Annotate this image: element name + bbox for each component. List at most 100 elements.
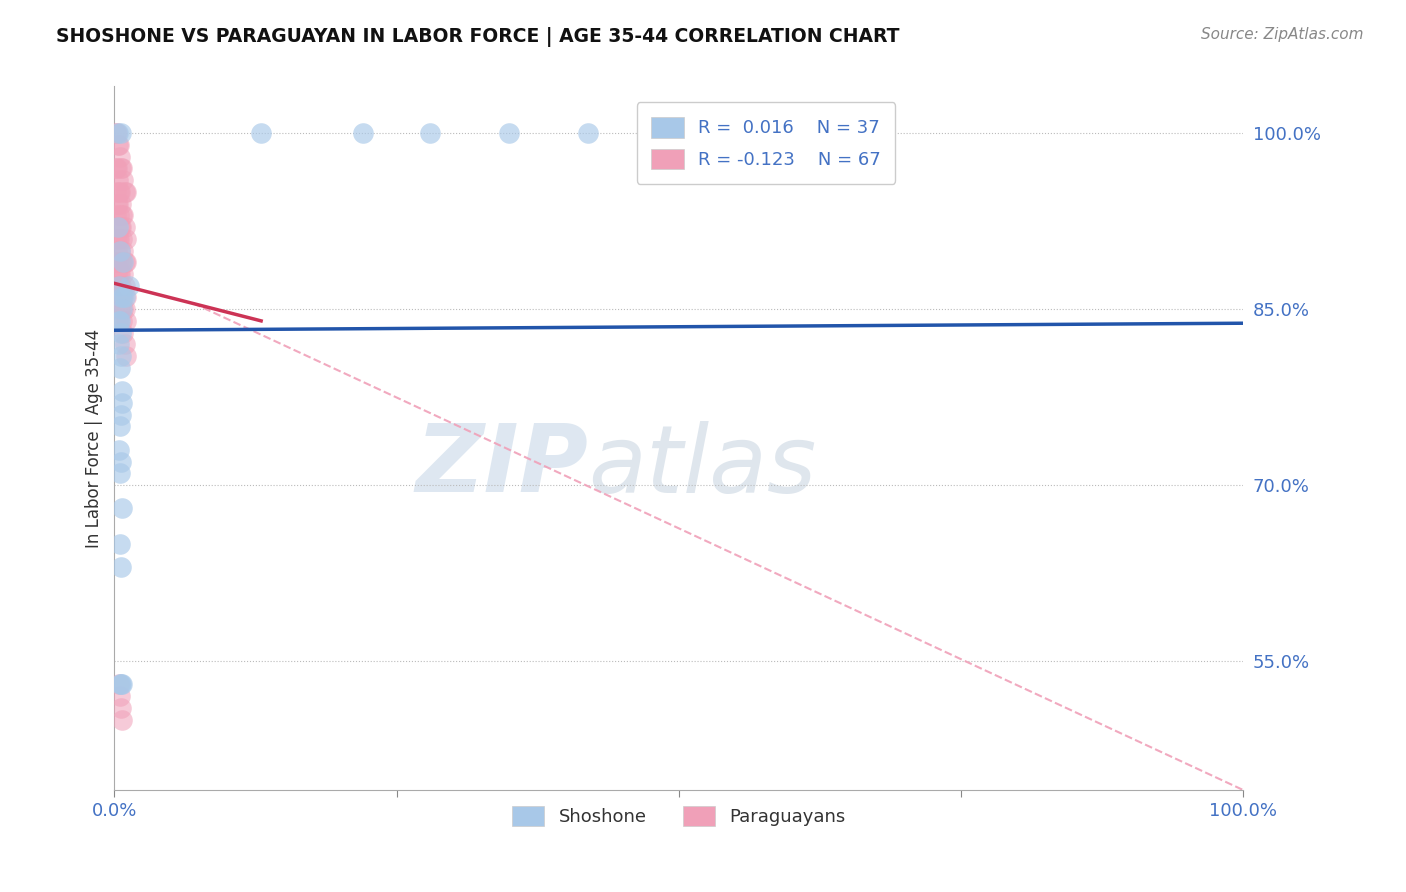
- Point: [107, 196, 129, 211]
- Point: [108, 536, 131, 550]
- Point: [110, 677, 132, 691]
- Point: [111, 302, 134, 317]
- Point: [111, 314, 134, 328]
- Point: [111, 396, 134, 410]
- Point: [108, 208, 131, 222]
- Text: atlas: atlas: [588, 421, 817, 512]
- Point: [107, 278, 129, 293]
- Point: [108, 360, 131, 375]
- Point: [108, 314, 131, 328]
- Point: [104, 126, 127, 140]
- Point: [104, 208, 127, 222]
- Text: ZIP: ZIP: [416, 420, 588, 512]
- Point: [105, 196, 128, 211]
- Point: [110, 326, 132, 340]
- Point: [108, 467, 131, 481]
- Point: [114, 314, 136, 328]
- Point: [107, 255, 129, 269]
- Point: [114, 255, 136, 269]
- Point: [112, 302, 135, 317]
- Point: [352, 126, 374, 140]
- Text: SHOSHONE VS PARAGUAYAN IN LABOR FORCE | AGE 35-44 CORRELATION CHART: SHOSHONE VS PARAGUAYAN IN LABOR FORCE | …: [56, 27, 900, 46]
- Point: [114, 185, 136, 199]
- Point: [111, 208, 134, 222]
- Point: [110, 302, 132, 317]
- Point: [114, 255, 136, 269]
- Point: [111, 290, 134, 304]
- Point: [108, 244, 131, 258]
- Point: [107, 138, 129, 153]
- Point: [108, 419, 131, 434]
- Point: [108, 185, 131, 199]
- Point: [114, 337, 136, 351]
- Point: [110, 278, 132, 293]
- Point: [110, 408, 132, 422]
- Point: [114, 349, 136, 363]
- Point: [110, 161, 132, 176]
- Point: [107, 173, 129, 187]
- Point: [108, 267, 131, 281]
- Point: [110, 196, 132, 211]
- Point: [108, 244, 131, 258]
- Point: [111, 161, 134, 176]
- Point: [114, 302, 136, 317]
- Point: [114, 290, 136, 304]
- Point: [105, 244, 128, 258]
- Point: [108, 314, 131, 328]
- Point: [104, 255, 127, 269]
- Point: [112, 173, 135, 187]
- Point: [837, 126, 859, 140]
- Point: [107, 126, 129, 140]
- Point: [107, 232, 129, 246]
- Point: [108, 150, 131, 164]
- Point: [110, 560, 132, 574]
- Point: [108, 232, 131, 246]
- Point: [114, 232, 136, 246]
- Point: [690, 126, 713, 140]
- Point: [114, 278, 136, 293]
- Point: [104, 232, 127, 246]
- Point: [107, 314, 129, 328]
- Point: [112, 326, 135, 340]
- Point: [111, 677, 134, 691]
- Point: [112, 290, 135, 304]
- Point: [576, 126, 599, 140]
- Point: [111, 713, 134, 727]
- Point: [110, 290, 132, 304]
- Y-axis label: In Labor Force | Age 35-44: In Labor Force | Age 35-44: [86, 328, 103, 548]
- Point: [108, 278, 131, 293]
- Point: [112, 244, 135, 258]
- Point: [105, 267, 128, 281]
- Point: [110, 220, 132, 235]
- Point: [419, 126, 441, 140]
- Point: [105, 126, 128, 140]
- Point: [110, 255, 132, 269]
- Point: [110, 349, 132, 363]
- Point: [112, 255, 135, 269]
- Point: [108, 267, 131, 281]
- Point: [108, 337, 131, 351]
- Point: [111, 384, 134, 399]
- Point: [108, 677, 131, 691]
- Point: [110, 701, 132, 715]
- Point: [108, 442, 131, 457]
- Point: [114, 185, 136, 199]
- Point: [111, 255, 134, 269]
- Legend: Shoshone, Paraguayans: Shoshone, Paraguayans: [505, 798, 853, 834]
- Point: [105, 290, 128, 304]
- Point: [111, 501, 134, 516]
- Point: [108, 290, 131, 304]
- Point: [112, 267, 135, 281]
- Point: [105, 220, 128, 235]
- Point: [108, 220, 131, 235]
- Point: [118, 278, 141, 293]
- Point: [108, 302, 131, 317]
- Point: [107, 220, 129, 235]
- Point: [114, 290, 136, 304]
- Point: [108, 185, 131, 199]
- Text: Source: ZipAtlas.com: Source: ZipAtlas.com: [1201, 27, 1364, 42]
- Point: [105, 161, 128, 176]
- Point: [250, 126, 273, 140]
- Point: [108, 677, 131, 691]
- Point: [108, 138, 131, 153]
